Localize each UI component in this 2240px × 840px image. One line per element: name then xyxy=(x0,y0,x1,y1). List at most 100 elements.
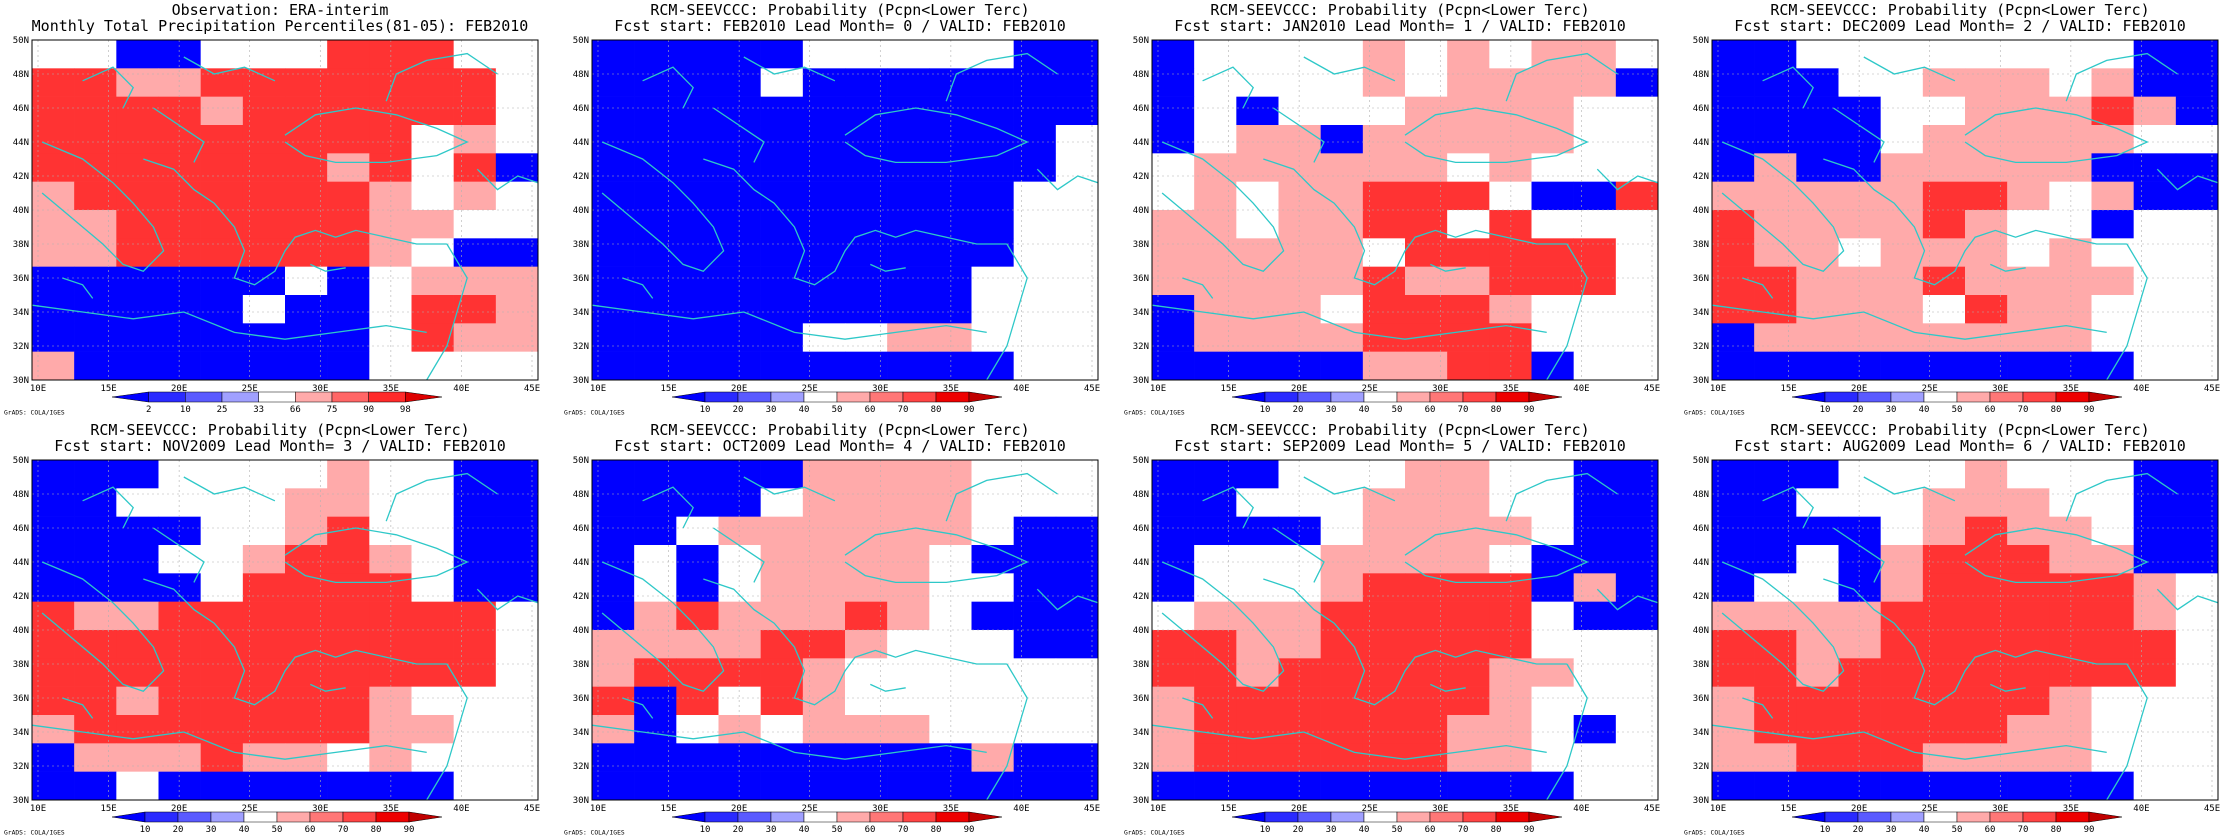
grid-cell xyxy=(760,238,804,267)
grid-cell xyxy=(285,771,328,801)
grid-cell xyxy=(2175,68,2219,97)
grid-cell xyxy=(327,630,370,659)
lon-tick-label: 45E xyxy=(1084,804,1100,814)
grid-cell xyxy=(1838,630,1881,659)
grid-cell xyxy=(1796,210,1839,239)
grid-cell xyxy=(327,210,370,239)
grid-cell xyxy=(887,68,930,97)
grid-cell xyxy=(676,545,719,574)
grid-cell xyxy=(327,96,370,126)
grid-cell xyxy=(327,573,370,602)
colorbar-swatch xyxy=(1396,391,1431,403)
grid-cell xyxy=(1405,573,1448,602)
grid-cell xyxy=(1489,295,1532,324)
lat-tick-label: 50N xyxy=(13,36,29,46)
grid-cell xyxy=(971,743,1014,772)
grid-cell xyxy=(929,488,972,517)
grid-cell xyxy=(1573,516,1617,546)
grid-cell xyxy=(285,295,328,324)
grid-cell xyxy=(887,488,930,517)
grid-cell xyxy=(1013,68,1057,97)
grid-cell xyxy=(1796,601,1839,631)
lon-tick-label: 25E xyxy=(1922,384,1938,394)
grid-cell xyxy=(1194,715,1237,744)
grid-cell xyxy=(760,573,804,602)
grid-cell xyxy=(676,181,719,211)
coastlines xyxy=(1711,472,2219,801)
grid-cell xyxy=(495,96,539,126)
grid-cell xyxy=(1838,295,1881,324)
grid-cell xyxy=(2049,715,2092,744)
grid-cell xyxy=(116,573,159,602)
grid-cell xyxy=(1152,181,1195,211)
colorbar-swatch xyxy=(2022,811,2057,823)
lon-tick-label: 30E xyxy=(1992,384,2008,394)
grid-cell xyxy=(116,40,159,69)
grid-cell xyxy=(2007,181,2050,211)
colorbar-swatch xyxy=(221,391,259,403)
grid-cell xyxy=(1013,771,1057,801)
grid-cell xyxy=(453,630,497,659)
colorbar-label: 40 xyxy=(239,825,250,835)
grid-cell xyxy=(760,686,804,716)
lat-tick-label: 32N xyxy=(573,342,589,352)
grid-cell xyxy=(760,96,804,126)
coastlines xyxy=(1151,472,1659,801)
colorbar-label: 60 xyxy=(1425,405,1436,415)
grid-cell xyxy=(1194,351,1237,381)
grid-cell xyxy=(1194,601,1237,631)
map-panel: 30N 32N 34N 36N 38N 40N 42N 44N 46N 48N 50N 10E 15E 2… xyxy=(1120,0,1680,420)
lat-tick-label: 30N xyxy=(1133,796,1149,806)
grid-cell xyxy=(327,601,370,631)
coastline xyxy=(703,578,1007,706)
lon-tick-label: 20E xyxy=(171,804,187,814)
lat-tick-label: 48N xyxy=(1693,490,1709,500)
panel-subtitle: Monthly Total Precipitation Percentiles(… xyxy=(31,17,529,35)
colorbar-swatch xyxy=(902,391,937,403)
grid-cell xyxy=(1615,323,1659,352)
grid-cell xyxy=(1405,153,1448,182)
colorbar: 10 20 30 40 50 60 70 80 90 xyxy=(671,391,1003,415)
grid-cell xyxy=(1615,295,1659,324)
colorbar-swatch xyxy=(836,811,871,823)
colorbar-swatch xyxy=(1857,391,1892,403)
grid-cell xyxy=(2175,125,2219,154)
grid-cell xyxy=(760,40,804,69)
grid-cell xyxy=(1055,153,1099,182)
grid-cell xyxy=(1880,153,1924,182)
lon-tick-label: 10E xyxy=(1710,804,1726,814)
grid-cell xyxy=(1712,573,1755,602)
grid-cell xyxy=(1362,266,1406,296)
map-panel: 30N 32N 34N 36N 38N 40N 42N 44N 46N 48N 50N 10E 15E 2… xyxy=(0,420,560,840)
grid-cell xyxy=(200,771,244,801)
grid-cell xyxy=(32,40,75,69)
grid-cell xyxy=(1712,125,1755,154)
coastline xyxy=(143,578,447,706)
colorbar-label: 10 xyxy=(1260,405,1271,415)
colorbar-swatch xyxy=(1989,391,2024,403)
grid-cell xyxy=(845,153,888,182)
coastline xyxy=(1273,527,1325,583)
grid-cell xyxy=(1055,40,1099,69)
lon-tick-label: 10E xyxy=(30,384,46,394)
grid-cell xyxy=(1362,715,1406,744)
map-frame xyxy=(31,39,539,381)
colorbar-label: 80 xyxy=(2051,405,2062,415)
grid-cell xyxy=(411,323,454,352)
grid-cell xyxy=(845,68,888,97)
grid-cell xyxy=(2007,295,2050,324)
grid-cell xyxy=(1922,658,1966,687)
grid-cell xyxy=(1055,323,1099,352)
grid-cell xyxy=(2133,488,2177,517)
grid-cell xyxy=(592,488,635,517)
grid-cell xyxy=(802,153,846,182)
grid-cell xyxy=(495,715,539,744)
grid-cell xyxy=(1278,488,1321,517)
grid-cell xyxy=(2007,323,2050,352)
grid-cell xyxy=(845,125,888,154)
coastline xyxy=(1036,168,1099,191)
colorbar-label: 90 xyxy=(1524,405,1535,415)
lat-tick-label: 46N xyxy=(1693,524,1709,534)
grid-cell xyxy=(495,238,539,267)
grid-cell xyxy=(929,40,972,69)
